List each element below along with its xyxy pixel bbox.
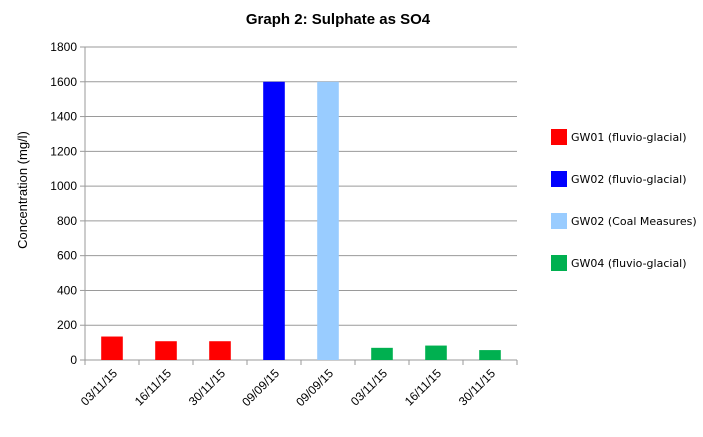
y-axis-label: Concentration (mg/l) xyxy=(15,131,30,249)
legend-swatch xyxy=(551,255,567,271)
bar xyxy=(155,341,177,360)
bar xyxy=(101,336,123,360)
x-tick-label: 30/11/15 xyxy=(186,366,229,409)
y-tick-label: 1800 xyxy=(50,40,77,54)
legend-item: GW02 (Coal Measures) xyxy=(551,213,697,229)
y-tick-labels: 0 200 400 600 800 1000 1200 1400 1600 1800 xyxy=(50,40,77,367)
y-tick-label: 800 xyxy=(57,214,77,228)
legend-swatch xyxy=(551,171,567,187)
x-tick-labels: 03/11/15 16/11/15 30/11/15 09/09/15 09/09/15… xyxy=(78,366,499,409)
y-tick-label: 600 xyxy=(57,249,77,263)
y-tick-label: 200 xyxy=(57,318,77,332)
legend-label: GW02 (Coal Measures) xyxy=(571,215,697,228)
x-tick-label: 03/11/15 xyxy=(78,366,121,409)
gridlines xyxy=(80,46,518,365)
legend-item: GW02 (fluvio-glacial) xyxy=(551,171,687,187)
bar xyxy=(209,341,231,360)
x-tick-label: 09/09/15 xyxy=(293,366,336,409)
y-tick-label: 1600 xyxy=(50,75,77,89)
x-tick-label: 03/11/15 xyxy=(348,366,391,409)
x-tick-label: 30/11/15 xyxy=(456,366,499,409)
legend: GW01 (fluvio-glacial) GW02 (fluvio-glacia… xyxy=(551,129,697,271)
chart-title: Graph 2: Sulphate as SO4 xyxy=(246,11,431,28)
bar xyxy=(371,347,393,360)
x-tick-label: 09/09/15 xyxy=(239,366,282,409)
legend-item: GW04 (fluvio-glacial) xyxy=(551,255,687,271)
legend-swatch xyxy=(551,129,567,145)
bar xyxy=(425,345,447,360)
bars xyxy=(101,81,501,361)
legend-label: GW02 (fluvio-glacial) xyxy=(571,173,687,186)
bar xyxy=(317,81,339,361)
legend-label: GW04 (fluvio-glacial) xyxy=(571,257,687,270)
y-tick-label: 1200 xyxy=(50,144,77,158)
y-tick-label: 1000 xyxy=(50,179,77,193)
x-tick-label: 16/11/15 xyxy=(402,366,445,409)
legend-label: GW01 (fluvio-glacial) xyxy=(571,131,687,144)
legend-swatch xyxy=(551,213,567,229)
y-tick-label: 1400 xyxy=(50,110,77,124)
x-tick-label: 16/11/15 xyxy=(132,366,175,409)
legend-item: GW01 (fluvio-glacial) xyxy=(551,129,687,145)
y-tick-label: 400 xyxy=(57,283,77,297)
bar xyxy=(479,350,501,360)
y-tick-label: 0 xyxy=(70,353,77,367)
bar xyxy=(263,81,285,361)
